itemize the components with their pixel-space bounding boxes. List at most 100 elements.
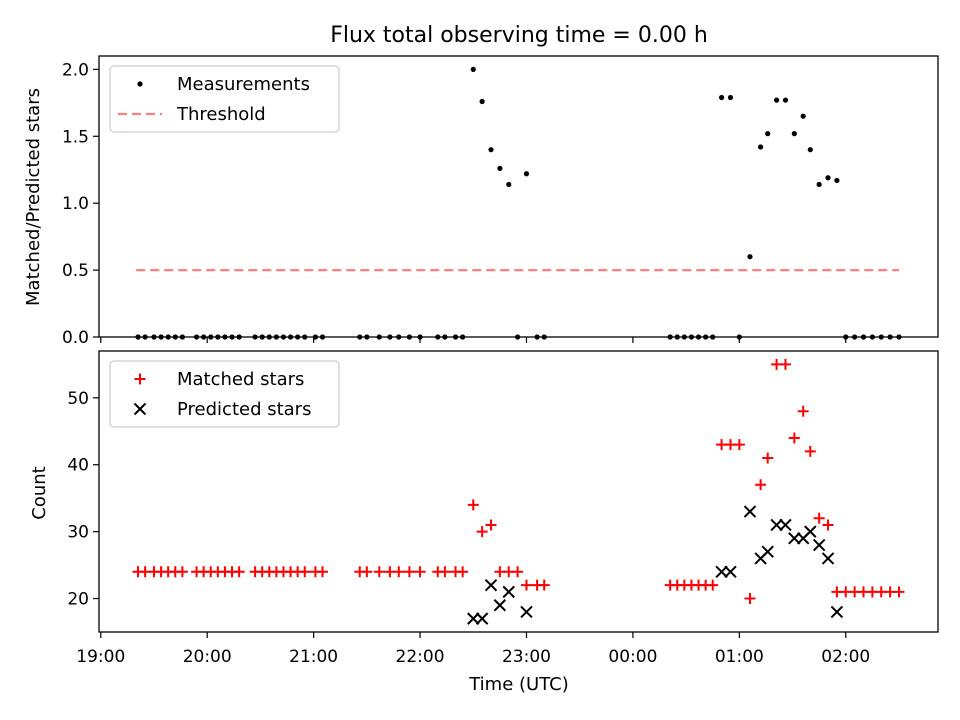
data-point [825,175,831,181]
top-y-axis-label: Matched/Predicted stars [23,88,44,306]
data-point [747,254,753,260]
data-point [707,579,719,591]
bottom-y-axis-label: Count [29,466,50,519]
data-point [497,165,503,171]
legend-label: Matched stars [177,369,304,390]
data-point [476,526,488,538]
top-plot-area: 0.0 0.5 1.0 1.5 2.0 Measurements Threshold [62,55,939,348]
data-point [788,432,800,444]
legend-label: Measurements [177,74,310,95]
data-point [791,131,797,137]
data-point [860,334,867,340]
y-tick-label: 2.0 [62,60,89,80]
x-tick-label: 20:00 [183,647,232,667]
data-point [172,334,178,340]
x-tick-label: 22:00 [396,647,445,667]
data-point [299,566,311,578]
data-point [800,113,806,119]
data-point [151,334,157,340]
data-point [467,612,480,625]
data-point [703,334,709,340]
data-point [259,334,265,340]
legend-label: Predicted stars [177,399,311,420]
data-point [442,334,448,340]
data-point [439,566,451,578]
data-point [830,605,844,619]
data-point [821,552,835,565]
data-point [457,566,469,578]
data-point [502,585,515,599]
data-point [710,334,716,340]
y-tick-label: 50 [67,389,89,409]
data-point [523,171,530,177]
data-point [822,519,834,531]
data-point [804,445,816,457]
data-point [724,565,737,578]
data-point [417,334,423,340]
x-tick-label: 02:00 [821,647,870,667]
data-point [765,131,771,137]
data-point [804,525,817,538]
data-point [295,334,301,340]
data-point [484,578,498,592]
data-point [493,599,507,612]
data-point [515,334,521,340]
data-point [193,334,200,340]
data-point [715,565,728,578]
series-predicted-stars [467,505,844,625]
data-point [179,334,185,340]
data-point [758,144,764,150]
data-point [208,334,214,340]
data-point [316,566,328,578]
data-point [319,334,326,340]
data-point [485,519,497,531]
data-point [538,579,550,591]
y-tick-label: 30 [67,523,89,543]
data-point [816,181,822,188]
data-point [887,334,893,340]
data-point [387,334,393,340]
legend: Matched stars Predicted stars [109,360,340,428]
data-point [695,334,702,340]
data-point [467,499,479,511]
data-point [460,334,466,340]
data-point [878,334,884,340]
legend: Measurements Threshold [109,65,340,133]
data-point [201,334,207,340]
series-matched-stars [132,358,905,605]
y-tick-label: 1.0 [62,194,89,214]
y-tick-label: 1.5 [62,127,89,147]
data-point [762,452,774,464]
x-tick-label: 21:00 [289,647,338,667]
y-tick-label: 0.5 [62,261,89,281]
data-point [843,334,849,340]
data-point [280,334,287,340]
data-point [287,334,294,340]
data-point [176,566,188,578]
data-point [797,405,809,417]
data-point [165,334,171,340]
data-point [452,334,459,340]
data-point [744,593,756,605]
axes-frame [98,350,939,633]
data-point [229,334,235,340]
data-point [273,334,279,340]
data-point [788,532,801,545]
data-point [479,98,485,105]
data-point [770,518,783,532]
data-point [834,177,840,184]
data-point [779,518,792,532]
x-tick-label: 01:00 [715,647,764,667]
legend-marker-dot [137,81,143,87]
data-point [357,334,363,340]
legend-label: Threshold [176,104,266,125]
y-tick-label: 40 [67,456,89,476]
data-point [135,334,141,340]
data-point [743,505,757,518]
data-point [773,97,780,103]
data-point [252,334,258,340]
x-tick-label: 19:00 [76,647,125,667]
data-point [779,358,791,370]
y-tick-label: 0.0 [62,328,89,348]
